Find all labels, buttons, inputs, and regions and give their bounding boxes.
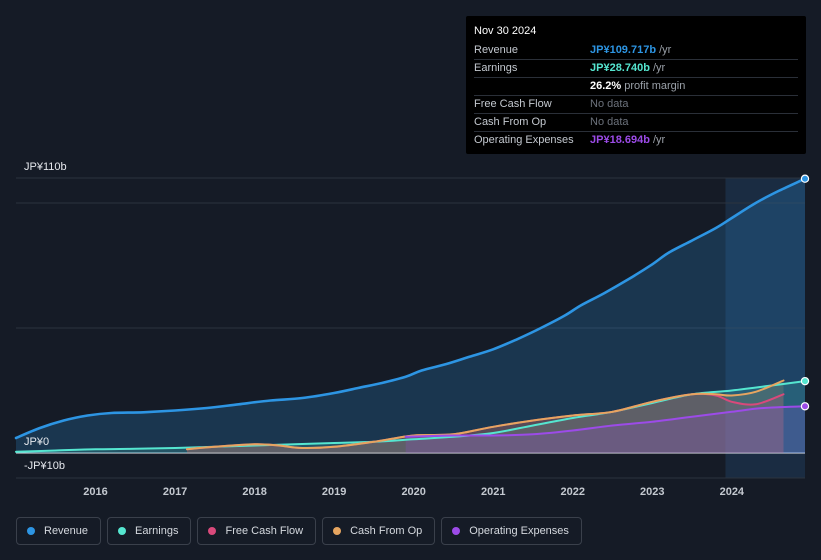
revenue-line (14, 177, 807, 440)
tooltip-row-suffix: /yr (652, 62, 666, 74)
legend-item-operating-expenses[interactable]: Operating Expenses (441, 517, 582, 545)
tooltip-row-label: Cash From Op (474, 116, 547, 128)
legend-label: Earnings (135, 525, 179, 537)
revenue-endpoint (800, 174, 810, 183)
opex-endpoint (800, 402, 810, 411)
y-axis-label-zero: JP¥0 (24, 436, 49, 448)
tooltip-row: Revenue JP¥109.717b/yr (474, 42, 798, 59)
legend-label: Operating Expenses (469, 525, 569, 537)
grid-lines (16, 177, 805, 479)
tooltip-row-label (474, 78, 590, 95)
y-axis-label-top: JP¥110b (24, 161, 67, 173)
chart-area: JP¥110b JP¥0 -JP¥10b 2016 2017 2018 2019 202… (14, 161, 810, 498)
cfo-line (186, 379, 785, 451)
earnings-area (16, 381, 805, 453)
x-tick-label: 2019 (322, 486, 346, 498)
legend-item-revenue[interactable]: Revenue (16, 517, 102, 545)
legend-item-earnings[interactable]: Earnings (107, 517, 192, 545)
tooltip-row-suffix: profit margin (624, 80, 686, 92)
chart-legend: Revenue Earnings Free Cash Flow Cash From O… (16, 517, 582, 545)
legend-label: Free Cash Flow (225, 525, 304, 537)
legend-dot-icon (452, 527, 461, 535)
earnings-endpoint (800, 376, 810, 386)
opex-line (404, 405, 806, 438)
legend-item-free-cash-flow[interactable]: Free Cash Flow (197, 517, 317, 545)
x-tick-label: 2016 (83, 486, 107, 498)
tooltip-row-label: Earnings (474, 62, 518, 74)
tooltip-row-value: JP¥28.740b (590, 62, 650, 74)
fcf-area (187, 393, 784, 453)
data-tooltip: Nov 30 2024 Revenue JP¥109.717b/yr Earning… (466, 16, 806, 154)
tooltip-row-value: JP¥109.717b (590, 44, 657, 56)
tooltip-row: Cash From Op No data (474, 113, 798, 131)
x-tick-label: 2020 (401, 486, 425, 498)
opex-area (405, 406, 805, 453)
x-tick-label: 2018 (242, 486, 266, 498)
legend-label: Cash From Op (350, 525, 423, 537)
legend-label: Revenue (44, 525, 89, 537)
tooltip-row: Operating Expenses JP¥18.694b/yr (474, 131, 798, 149)
tooltip-row: Earnings JP¥28.740b/yr (474, 59, 798, 77)
series-lines (14, 177, 807, 453)
legend-dot-icon (333, 527, 342, 535)
tooltip-date: Nov 30 2024 (474, 25, 537, 37)
legend-dot-icon (208, 527, 217, 535)
series-endpoints (800, 174, 810, 411)
tooltip-row-value: No data (590, 116, 629, 128)
x-tick-label: 2017 (163, 486, 187, 498)
tooltip-row-value: No data (590, 98, 629, 110)
tooltip-row-value: JP¥18.694b (590, 134, 650, 146)
tooltip-row-suffix: /yr (659, 44, 672, 56)
legend-item-cash-from-op[interactable]: Cash From Op (322, 517, 436, 545)
revenue-area (16, 178, 805, 453)
series-areas (16, 178, 805, 453)
tooltip-row-suffix: /yr (652, 134, 666, 146)
tooltip-row-label: Revenue (474, 44, 519, 56)
tooltip-row-label: Operating Expenses (474, 134, 574, 146)
tooltip-row: Free Cash Flow No data (474, 95, 798, 113)
tooltip-row-label: Free Cash Flow (474, 98, 552, 110)
cfo-area (187, 380, 784, 453)
y-axis-label-bottom: -JP¥10b (24, 460, 65, 472)
x-tick-label: 2024 (720, 486, 745, 498)
x-tick-label: 2022 (561, 486, 585, 498)
x-tick-label: 2021 (481, 486, 505, 498)
tooltip-row-value: 26.2% (590, 80, 622, 92)
tooltip-row: 26.2% profit margin (474, 77, 798, 95)
x-tick-label: 2023 (640, 486, 664, 498)
x-axis-ticks: 2016 2017 2018 2019 2020 2021 2022 2023 2024 (83, 486, 745, 498)
legend-dot-icon (27, 527, 35, 535)
legend-dot-icon (118, 527, 127, 535)
